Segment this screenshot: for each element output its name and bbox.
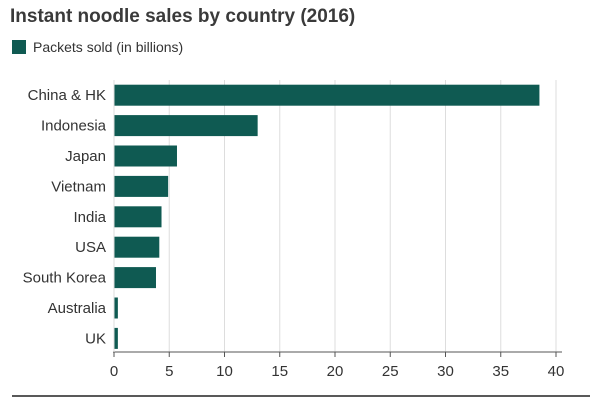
category-label: UK	[85, 330, 106, 347]
bar	[114, 206, 162, 228]
category-labels: China & HK Indonesia Japan Vietnam India USA S…	[23, 87, 107, 347]
chart-title: Instant noodle sales by country (2016)	[10, 6, 356, 27]
x-tick-label: 40	[548, 363, 565, 380]
bar	[114, 84, 540, 106]
bar	[114, 267, 156, 289]
bar	[114, 145, 177, 167]
category-label: Australia	[48, 300, 107, 317]
bars	[114, 84, 540, 349]
bar	[114, 236, 160, 258]
x-tick-label: 35	[492, 363, 509, 380]
category-label: Vietnam	[51, 178, 106, 195]
x-tick-label: 10	[216, 363, 233, 380]
x-tick-label: 0	[110, 363, 118, 380]
legend-swatch	[12, 40, 26, 54]
x-axis: 0 5 10 15 20 25 30 35 40	[12, 80, 590, 397]
legend: Packets sold (in billions)	[12, 39, 183, 55]
x-tick-label: 30	[437, 363, 454, 380]
bar	[114, 115, 258, 137]
category-label: China & HK	[28, 87, 106, 104]
x-tick-label: 15	[271, 363, 288, 380]
category-label: Japan	[65, 148, 106, 165]
bar	[114, 327, 118, 349]
category-label: USA	[75, 239, 106, 256]
x-tick-label: 5	[165, 363, 173, 380]
category-label: South Korea	[23, 270, 107, 287]
bar	[114, 175, 169, 197]
legend-label: Packets sold (in billions)	[33, 39, 184, 55]
category-label: Indonesia	[41, 118, 107, 135]
category-label: India	[73, 209, 106, 226]
x-tick-label: 20	[327, 363, 344, 380]
x-tick-label: 25	[382, 363, 399, 380]
bar	[114, 297, 118, 319]
